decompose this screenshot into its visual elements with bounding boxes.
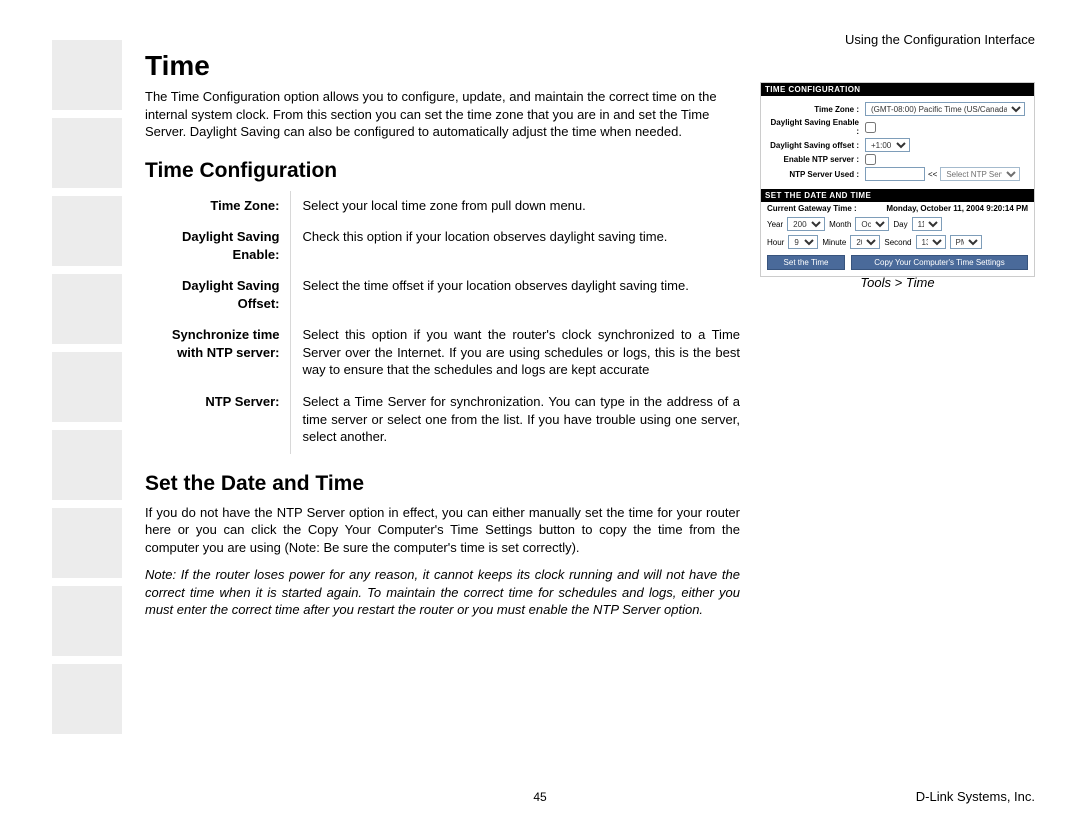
tz-select[interactable]: (GMT-08:00) Pacific Time (US/Canada), Ti… xyxy=(865,102,1025,116)
gwtime-value: Monday, October 11, 2004 9:20:14 PM xyxy=(886,204,1028,213)
page-title: Time xyxy=(145,50,740,82)
header-section-label: Using the Configuration Interface xyxy=(845,32,1035,47)
arrows-icon: << xyxy=(925,170,940,179)
def-label: Daylight Saving Offset: xyxy=(145,271,290,320)
def-desc: Check this option if your location obser… xyxy=(290,222,740,271)
def-desc: Select a Time Server for synchronization… xyxy=(290,387,740,454)
def-row: Daylight Saving Offset: Select the time … xyxy=(145,271,740,320)
screenshot-caption: Tools > Time xyxy=(760,275,1035,290)
year-select[interactable]: 2004 xyxy=(787,217,825,231)
definition-table: Time Zone: Select your local time zone f… xyxy=(145,191,740,454)
set-time-button[interactable]: Set the Time xyxy=(767,255,845,270)
hour-select[interactable]: 9 xyxy=(788,235,818,249)
copy-computer-time-button[interactable]: Copy Your Computer's Time Settings xyxy=(851,255,1028,270)
def-desc: Select your local time zone from pull do… xyxy=(290,191,740,223)
set-date-paragraph: If you do not have the NTP Server option… xyxy=(145,504,740,557)
def-label: Synchronize time with NTP server: xyxy=(145,320,290,387)
decorative-square xyxy=(52,508,122,578)
ntp-used-label: NTP Server Used : xyxy=(767,170,865,179)
footer-company: D-Link Systems, Inc. xyxy=(916,789,1035,804)
ds-enable-label: Daylight Saving Enable : xyxy=(767,118,865,136)
screenshot-section-bar: TIME CONFIGURATION xyxy=(761,83,1034,96)
decorative-square xyxy=(52,196,122,266)
ds-offset-select[interactable]: +1:00 xyxy=(865,138,910,152)
ampm-select[interactable]: PM xyxy=(950,235,982,249)
section-heading-set-date: Set the Date and Time xyxy=(145,472,740,496)
ntp-enable-checkbox[interactable] xyxy=(865,154,876,165)
decorative-square xyxy=(52,664,122,734)
ds-offset-label: Daylight Saving offset : xyxy=(767,141,865,150)
section-heading-time-config: Time Configuration xyxy=(145,159,740,183)
decorative-squares xyxy=(52,40,126,742)
day-label: Day xyxy=(893,220,907,229)
gwtime-label: Current Gateway Time : xyxy=(767,204,886,213)
decorative-square xyxy=(52,118,122,188)
def-row: NTP Server: Select a Time Server for syn… xyxy=(145,387,740,454)
month-select[interactable]: Oct xyxy=(855,217,889,231)
def-desc: Select the time offset if your location … xyxy=(290,271,740,320)
minute-label: Minute xyxy=(822,238,846,247)
def-label: Daylight Saving Enable: xyxy=(145,222,290,271)
year-label: Year xyxy=(767,220,783,229)
decorative-square xyxy=(52,430,122,500)
ntp-server-select[interactable]: Select NTP Server xyxy=(940,167,1020,181)
def-row: Daylight Saving Enable: Check this optio… xyxy=(145,222,740,271)
router-ui-screenshot: TIME CONFIGURATION Time Zone : (GMT-08:0… xyxy=(760,82,1035,277)
day-select[interactable]: 11 xyxy=(912,217,942,231)
screenshot-section-bar: SET THE DATE AND TIME xyxy=(761,189,1034,202)
def-row: Synchronize time with NTP server: Select… xyxy=(145,320,740,387)
def-desc: Select this option if you want the route… xyxy=(290,320,740,387)
note-paragraph: Note: If the router loses power for any … xyxy=(145,566,740,619)
def-label: NTP Server: xyxy=(145,387,290,454)
minute-select[interactable]: 20 xyxy=(850,235,880,249)
ntp-server-input[interactable] xyxy=(865,167,925,181)
decorative-square xyxy=(52,40,122,110)
ntp-enable-label: Enable NTP server : xyxy=(767,155,865,164)
second-label: Second xyxy=(884,238,911,247)
decorative-square xyxy=(52,586,122,656)
tz-label: Time Zone : xyxy=(767,105,865,114)
def-label: Time Zone: xyxy=(145,191,290,223)
ds-enable-checkbox[interactable] xyxy=(865,122,876,133)
decorative-square xyxy=(52,352,122,422)
hour-label: Hour xyxy=(767,238,784,247)
intro-paragraph: The Time Configuration option allows you… xyxy=(145,88,740,141)
second-select[interactable]: 13 xyxy=(916,235,946,249)
def-row: Time Zone: Select your local time zone f… xyxy=(145,191,740,223)
month-label: Month xyxy=(829,220,851,229)
decorative-square xyxy=(52,274,122,344)
